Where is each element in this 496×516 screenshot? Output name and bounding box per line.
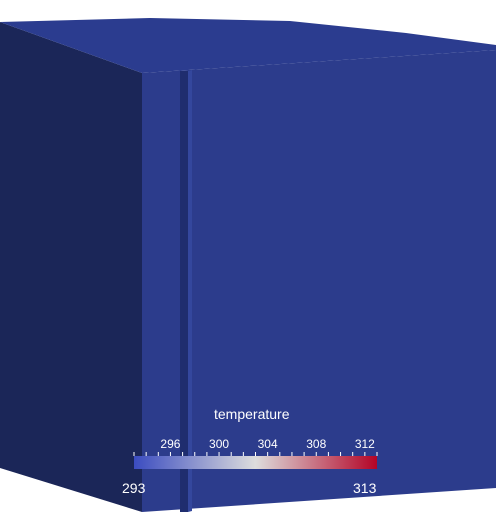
groove-highlight [188,70,192,512]
groove-shadow [180,71,188,512]
colorbar-tick-label: 304 [257,437,278,451]
colorbar-max-label: 313 [353,480,377,496]
block-left-face [0,22,142,512]
block-top-face [0,18,496,73]
colorbar-ticks [133,452,378,456]
colorbar-gradient [134,456,377,469]
colorbar-tick-label: 296 [160,437,181,451]
colorbar-tick-label: 312 [354,437,375,451]
colorbar-tick-label: 308 [306,437,327,451]
colorbar-min-label: 293 [122,480,146,496]
colorbar-tick-label: 300 [209,437,230,451]
block-front-face [142,50,496,512]
colorbar-title: temperature [214,406,290,422]
